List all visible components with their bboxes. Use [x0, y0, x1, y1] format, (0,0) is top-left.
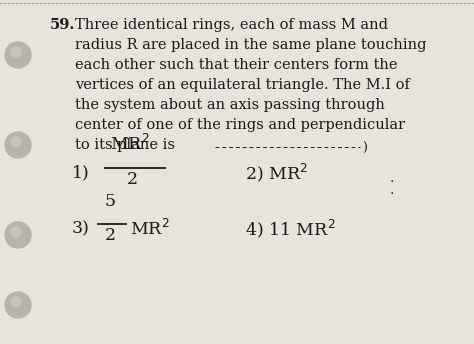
- Text: Three identical rings, each of mass M and: Three identical rings, each of mass M an…: [75, 18, 388, 32]
- Text: 5: 5: [104, 193, 116, 210]
- Text: 4) 11 MR$^2$: 4) 11 MR$^2$: [245, 218, 336, 240]
- Circle shape: [11, 47, 21, 57]
- Text: .: .: [390, 171, 394, 185]
- Text: the system about an axis passing through: the system about an axis passing through: [75, 98, 385, 112]
- Text: 2: 2: [104, 227, 116, 244]
- Text: ): ): [362, 142, 367, 155]
- Text: center of one of the rings and perpendicular: center of one of the rings and perpendic…: [75, 118, 405, 132]
- Text: MR$^2$: MR$^2$: [110, 134, 150, 154]
- Text: 3): 3): [72, 221, 90, 237]
- Circle shape: [5, 132, 31, 158]
- Text: 59.: 59.: [50, 18, 75, 32]
- Text: each other such that their centers form the: each other such that their centers form …: [75, 58, 398, 72]
- Text: to its plane is: to its plane is: [75, 138, 175, 152]
- Text: 1): 1): [72, 164, 90, 182]
- Circle shape: [5, 42, 31, 68]
- Text: 2) MR$^2$: 2) MR$^2$: [245, 162, 308, 184]
- Text: vertices of an equilateral triangle. The M.I of: vertices of an equilateral triangle. The…: [75, 78, 410, 92]
- Circle shape: [11, 297, 21, 307]
- Circle shape: [5, 292, 31, 318]
- Circle shape: [11, 227, 21, 237]
- Circle shape: [5, 222, 31, 248]
- Text: .: .: [390, 183, 394, 197]
- Text: MR$^2$: MR$^2$: [130, 219, 170, 239]
- Text: radius R are placed in the same plane touching: radius R are placed in the same plane to…: [75, 38, 427, 52]
- Circle shape: [11, 137, 21, 147]
- Text: 2: 2: [127, 171, 137, 188]
